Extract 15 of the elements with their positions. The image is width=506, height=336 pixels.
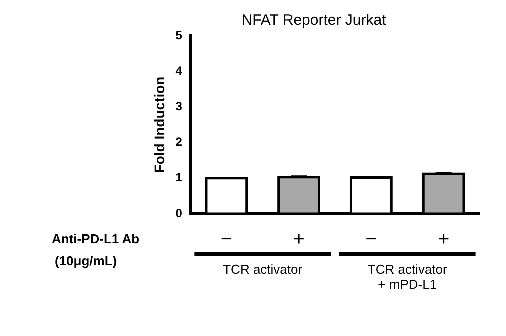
x-tick-label: − [366,228,378,251]
y-tick-label: 4 [176,64,183,78]
y-axis-title: Fold Induction [151,76,168,174]
x-tick-label: + [293,228,305,251]
x-tick-label: − [220,228,233,251]
chart-title: NFAT Reporter Jurkat [242,12,388,30]
x-tick-label: + [438,228,450,251]
y-tick-label: 5 [176,28,183,42]
y-tick-label: 0 [176,206,183,220]
y-tick-label: 3 [176,100,183,114]
text: TCR activator [223,262,304,278]
y-tick-label: 2 [176,135,183,150]
y-tick-label: 1 [176,170,183,185]
x-axis-title: Anti-PD-L1 Ab (10μg/mL) [52,232,140,269]
text: TCR activator + mPD-L1 [368,262,448,292]
